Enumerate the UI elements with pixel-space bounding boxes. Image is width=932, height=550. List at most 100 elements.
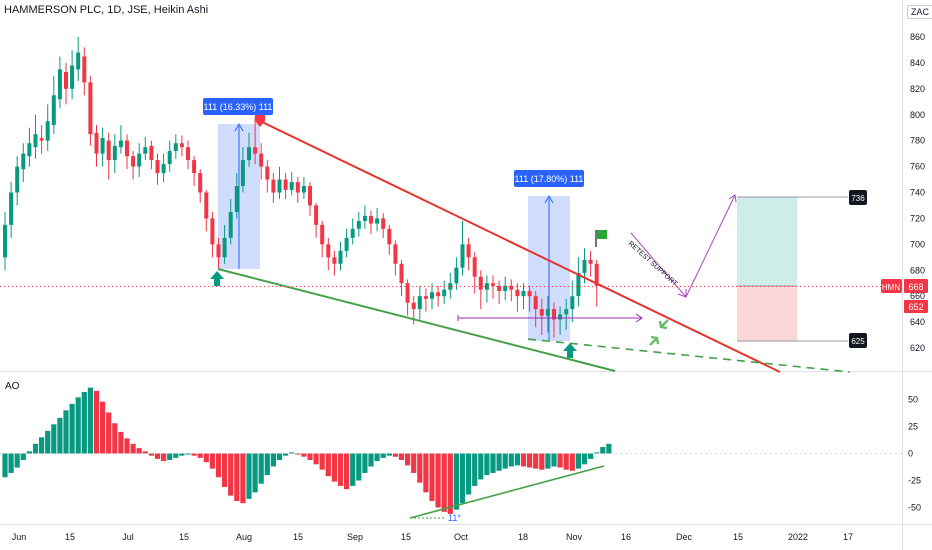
candle bbox=[521, 283, 526, 310]
position-profit-zone[interactable] bbox=[737, 197, 797, 286]
price-tick-label: 680 bbox=[910, 265, 925, 275]
price-tick-label: 620 bbox=[910, 343, 925, 353]
ao-bar bbox=[429, 453, 435, 502]
position-loss-zone[interactable] bbox=[737, 286, 797, 341]
candle bbox=[423, 288, 428, 312]
support-trendline-extension[interactable] bbox=[527, 338, 851, 373]
ao-bar bbox=[405, 453, 411, 466]
measure-label-2: 111 (17.80%) 111 bbox=[515, 174, 584, 184]
ao-bar bbox=[246, 453, 252, 499]
ao-bar bbox=[106, 412, 112, 454]
ao-bar bbox=[356, 453, 362, 481]
ao-axis[interactable]: 50 25 0 -25 -50 bbox=[908, 395, 921, 513]
measure-label-1: 111 (16.33%) 111 bbox=[204, 102, 273, 112]
ao-bar bbox=[142, 451, 148, 454]
time-axis[interactable]: Jun 15 Jul 15 Aug 15 Sep 15 Oct 18 Nov 16 Dec 15 2022 1… bbox=[12, 532, 853, 542]
candle bbox=[3, 211, 7, 271]
candle bbox=[259, 143, 264, 180]
ao-bar bbox=[228, 453, 234, 496]
low-marker-arrow-up-icon bbox=[210, 271, 224, 286]
ao-bar bbox=[466, 453, 472, 495]
candle bbox=[460, 221, 465, 276]
ao-bar bbox=[270, 453, 276, 467]
candle bbox=[539, 298, 544, 336]
ao-bar bbox=[222, 453, 228, 487]
ao-bar bbox=[545, 453, 551, 469]
candle bbox=[564, 298, 569, 330]
candle bbox=[576, 257, 581, 307]
candle bbox=[179, 135, 184, 157]
candle bbox=[131, 151, 136, 180]
ao-bar bbox=[215, 453, 222, 478]
candle bbox=[552, 302, 556, 338]
ao-bar bbox=[569, 453, 575, 471]
candle bbox=[21, 143, 26, 183]
ao-bar bbox=[179, 453, 185, 456]
ao-bar bbox=[69, 403, 75, 454]
candle bbox=[222, 224, 227, 264]
ao-bar bbox=[539, 453, 545, 470]
candle bbox=[344, 228, 349, 258]
ao-bar bbox=[289, 452, 295, 454]
ao-bar bbox=[459, 453, 466, 504]
price-tick-label: 720 bbox=[910, 213, 925, 223]
ao-bar bbox=[26, 451, 32, 454]
candle bbox=[76, 37, 81, 82]
ao-bar bbox=[148, 453, 154, 456]
ao-tick-label: 50 bbox=[908, 395, 918, 405]
ao-bar bbox=[136, 448, 142, 454]
candle bbox=[533, 290, 538, 328]
ao-bar bbox=[75, 397, 81, 454]
candle bbox=[289, 171, 294, 196]
ao-bar bbox=[423, 453, 429, 493]
candle bbox=[314, 202, 319, 238]
candle bbox=[497, 280, 502, 304]
ao-bar bbox=[386, 453, 392, 456]
candle bbox=[271, 173, 276, 203]
price-tick-label: 760 bbox=[910, 162, 925, 172]
candle bbox=[277, 166, 282, 199]
candle bbox=[192, 156, 197, 187]
ao-bar bbox=[319, 453, 325, 470]
candle bbox=[430, 283, 434, 310]
candle bbox=[484, 275, 489, 303]
price-axis[interactable]: 860 840 820 800 780 760 740 720 700 680 660 640 620 bbox=[910, 32, 925, 353]
candle bbox=[112, 134, 117, 174]
ao-bar bbox=[161, 453, 167, 462]
ao-bar bbox=[191, 453, 197, 456]
currency-badge[interactable]: ZAC bbox=[907, 5, 932, 19]
prev-price-tag bbox=[904, 300, 928, 313]
candle bbox=[228, 198, 233, 245]
candle bbox=[472, 252, 477, 294]
candle bbox=[326, 237, 331, 271]
candle bbox=[356, 211, 361, 237]
candle bbox=[527, 285, 532, 312]
price-tick-label: 660 bbox=[910, 291, 925, 301]
projection-path[interactable] bbox=[630, 194, 736, 298]
candle bbox=[570, 280, 575, 323]
candle bbox=[478, 270, 483, 310]
candle bbox=[143, 136, 148, 161]
candle bbox=[125, 134, 129, 170]
ao-bar bbox=[81, 391, 87, 454]
time-tick-label: 15 bbox=[401, 532, 411, 542]
candle bbox=[375, 208, 380, 232]
stop-price-box bbox=[849, 333, 867, 348]
price-tick-label: 800 bbox=[910, 110, 925, 120]
ao-divergence-line[interactable] bbox=[409, 465, 605, 519]
resistance-trendline[interactable] bbox=[259, 120, 781, 373]
ao-bar bbox=[307, 453, 313, 460]
candle bbox=[491, 275, 495, 299]
ao-bar bbox=[14, 453, 20, 468]
ao-bar bbox=[20, 453, 26, 460]
candle bbox=[338, 241, 343, 271]
candle bbox=[167, 140, 172, 172]
ao-bar bbox=[124, 438, 130, 454]
candle bbox=[210, 211, 215, 258]
time-tick-label: 15 bbox=[179, 532, 189, 542]
candle bbox=[454, 257, 459, 290]
price-tick-label: 740 bbox=[910, 188, 925, 198]
candle bbox=[265, 160, 270, 193]
ao-bar bbox=[264, 453, 270, 476]
